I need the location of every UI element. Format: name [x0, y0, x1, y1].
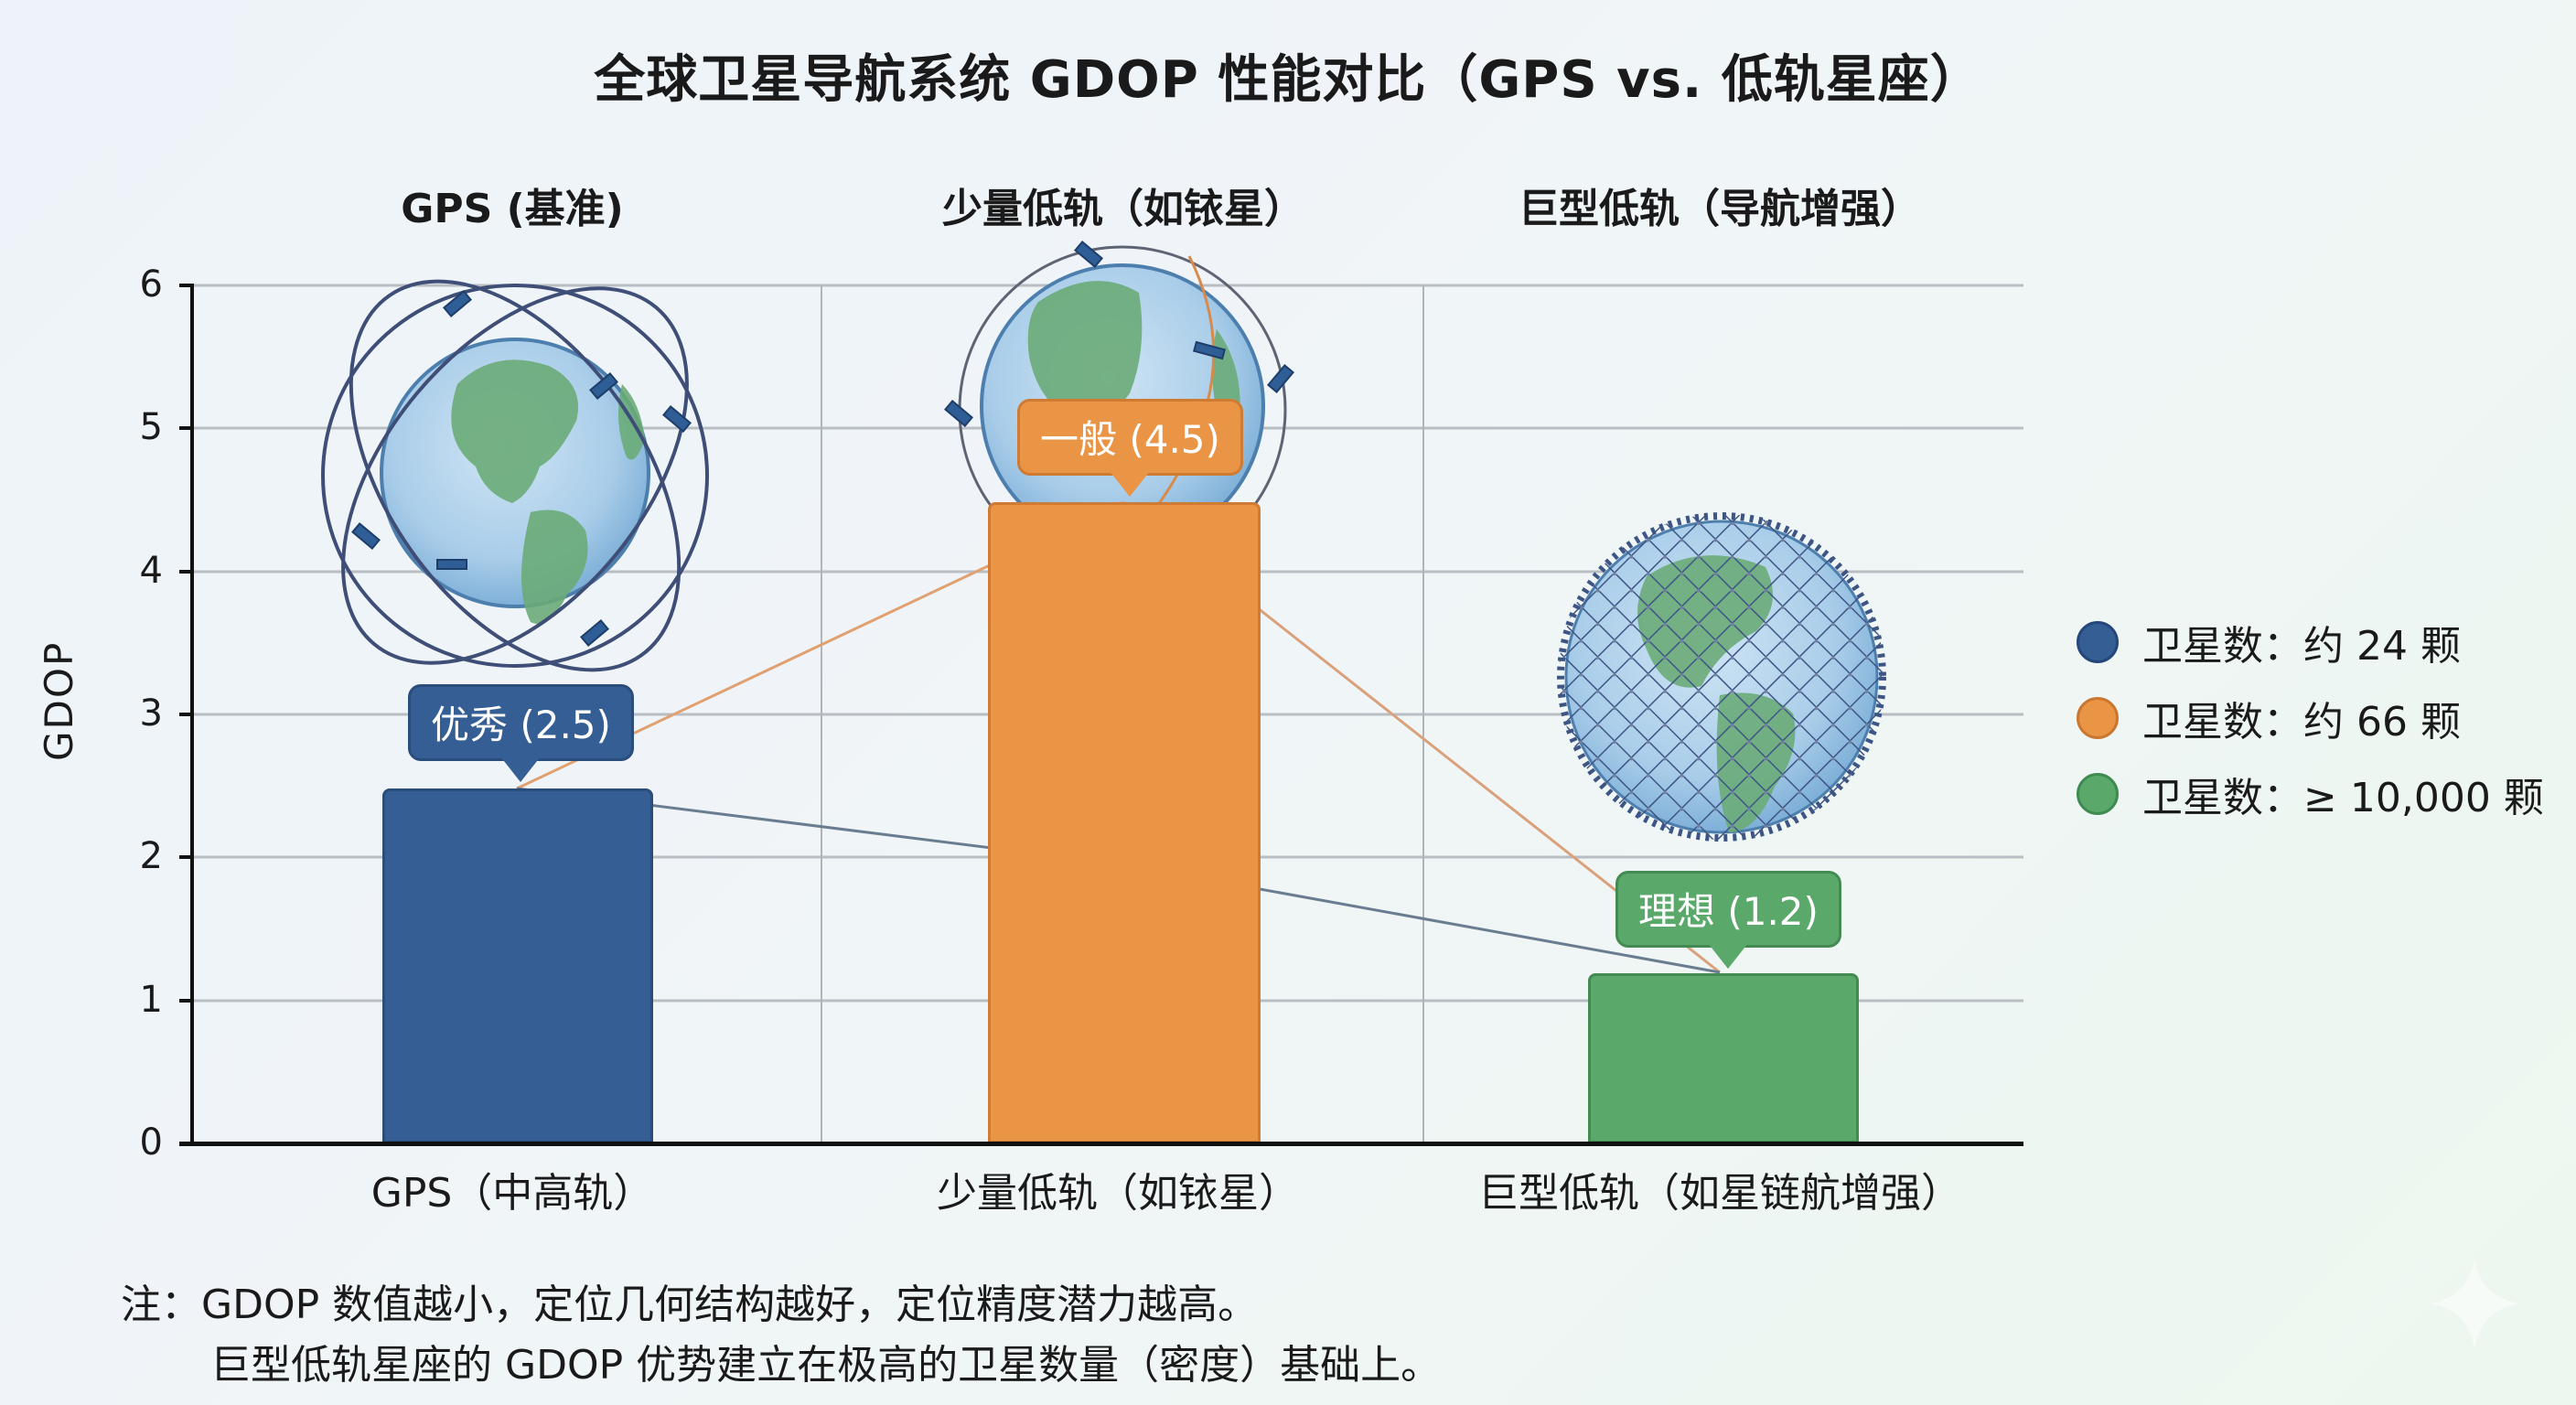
note-line-1: 注：GDOP 数值越小，定位几何结构越好，定位精度潜力越高。	[121, 1282, 1259, 1328]
x-category-mega-leo: 巨型低轨（如星链航增强）	[1478, 1170, 1961, 1217]
y-tick-5: 5	[139, 406, 163, 448]
gps-constellation-globe-icon	[321, 279, 709, 672]
callout-mega-leo: 理想 (1.2)	[1615, 871, 1841, 969]
callout-small-leo: 一般 (4.5)	[1017, 399, 1243, 497]
sparkle-icon	[2430, 1259, 2519, 1348]
bar-small-leo[interactable]	[988, 502, 1261, 1143]
y-tick-0: 0	[139, 1121, 163, 1164]
note-line-2: 巨型低轨星座的 GDOP 优势建立在极高的卫星数量（密度）基础上。	[210, 1342, 1442, 1389]
callout-gps: 优秀 (2.5)	[408, 684, 634, 782]
group-title-mega-leo: 巨型低轨（导航增强）	[1519, 186, 1921, 232]
chart-title: 全球卫星导航系统 GDOP 性能对比（GPS vs. 低轨星座）	[594, 50, 1982, 110]
legend-label: 卫星数：约 66 颗	[2142, 699, 2461, 745]
legend-item-small-leo[interactable]: 卫星数：约 66 颗	[2077, 691, 2461, 745]
bar-mega-leo[interactable]	[1588, 973, 1859, 1143]
y-tick-6: 6	[139, 263, 163, 306]
legend-dot-green-icon	[2077, 773, 2119, 815]
legend-label: 卫星数：约 24 颗	[2142, 623, 2461, 670]
group-title-small-leo: 少量低轨（如铱星）	[942, 186, 1304, 232]
bar-gps[interactable]	[382, 788, 653, 1143]
legend-dot-orange-icon	[2077, 697, 2119, 739]
x-category-gps: GPS（中高轨）	[370, 1170, 654, 1217]
legend-item-mega-leo[interactable]: 卫星数：≥ 10,000 颗	[2077, 767, 2544, 821]
x-category-small-leo: 少量低轨（如铱星）	[937, 1170, 1299, 1217]
legend-label: 卫星数：≥ 10,000 颗	[2142, 775, 2544, 821]
y-axis-label: GDOP	[37, 640, 81, 761]
group-title-gps: GPS (基准)	[401, 186, 624, 232]
y-tick-3: 3	[139, 692, 163, 735]
y-tick-1: 1	[139, 979, 163, 1021]
mega-leo-constellation-globe-icon	[1557, 512, 1886, 842]
x-axis-line	[179, 1142, 2023, 1146]
legend-dot-blue-icon	[2077, 621, 2119, 663]
y-tick-4: 4	[139, 550, 163, 592]
y-tick-2: 2	[139, 835, 163, 877]
legend-item-gps[interactable]: 卫星数：约 24 颗	[2077, 615, 2461, 670]
